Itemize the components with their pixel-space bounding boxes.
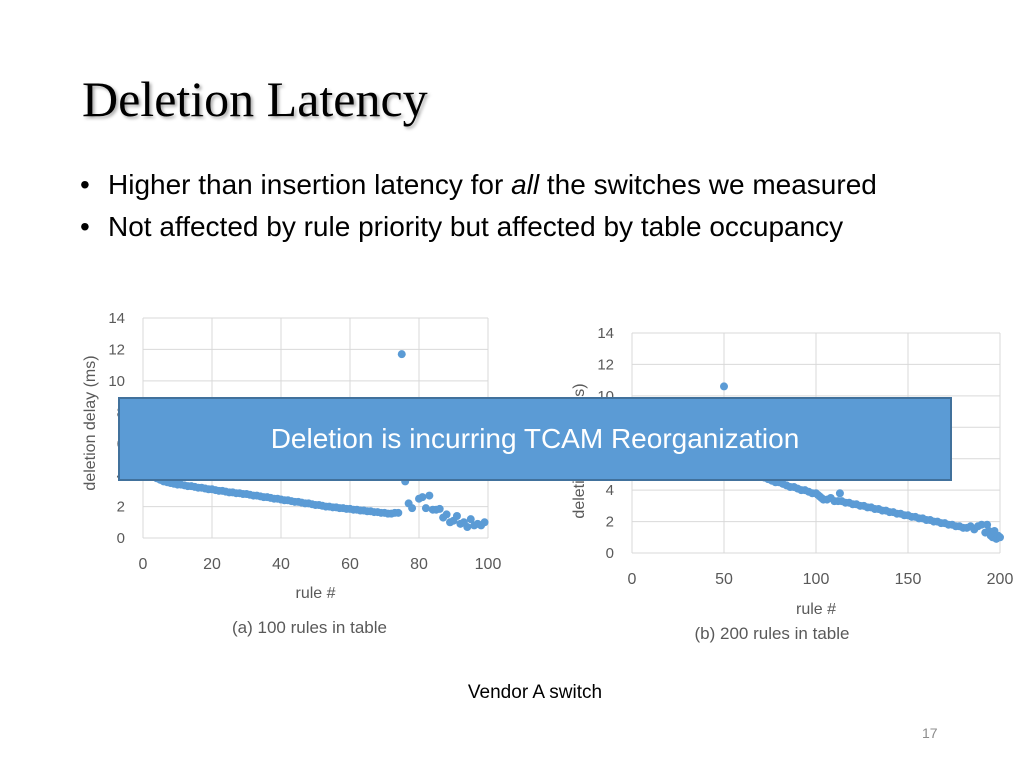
x-tick-label: 0: [628, 571, 637, 588]
data-point: [463, 523, 472, 531]
x-tick-label: 60: [341, 556, 359, 573]
data-point: [452, 512, 461, 520]
data-point: [720, 382, 728, 391]
x-tick-label: 150: [895, 571, 922, 588]
bullet-dot-icon: •: [80, 211, 90, 242]
data-point: [977, 520, 986, 529]
x-tick-label: 50: [715, 571, 733, 588]
y-tick-label: 12: [597, 356, 614, 373]
y-tick-label: 4: [606, 482, 614, 499]
x-axis-label: rule #: [295, 585, 335, 602]
x-axis-label: rule #: [796, 601, 836, 618]
data-point: [480, 518, 489, 527]
x-tick-label: 80: [410, 556, 428, 573]
chart-caption: (a) 100 rules in table: [232, 618, 387, 637]
y-tick-label: 10: [108, 373, 125, 390]
data-point: [466, 515, 475, 524]
y-tick-label: 14: [108, 310, 125, 327]
x-tick-label: 100: [475, 556, 502, 573]
y-tick-label: 0: [117, 530, 125, 547]
footer-caption: Vendor A switch: [467, 682, 603, 703]
y-tick-label: 2: [606, 514, 614, 531]
bullet-item: • Higher than insertion latency for all t…: [80, 170, 980, 200]
data-point: [425, 491, 434, 500]
bullet-text: Not affected by rule priority but affect…: [108, 211, 844, 242]
bullet-text-continued: the switches we measured: [539, 169, 877, 200]
data-point: [394, 508, 403, 517]
bullet-dot-icon: •: [80, 169, 90, 200]
x-tick-label: 40: [272, 556, 290, 573]
chart-b: 02468101214050100150200rule #deletion de…: [571, 325, 1014, 643]
bullet-list: • Higher than insertion latency for all t…: [80, 170, 980, 242]
y-tick-label: 12: [108, 341, 125, 358]
callout-box: Deletion is incurring TCAM Reorganizatio…: [118, 397, 952, 481]
y-tick-label: 0: [606, 545, 614, 562]
data-point: [983, 520, 992, 529]
y-axis-label: deletion delay (ms): [82, 355, 99, 490]
bullet-text: Higher than insertion latency for: [108, 169, 512, 200]
data-point: [397, 350, 406, 359]
data-point: [408, 504, 417, 513]
page-title: Deletion Latency: [82, 71, 428, 127]
page-number: 17: [922, 725, 938, 741]
y-tick-label: 14: [597, 325, 614, 342]
x-tick-label: 100: [803, 571, 830, 588]
bullet-item: • Not affected by rule priority but affec…: [80, 212, 980, 242]
chart-caption: (b) 200 rules in table: [695, 624, 850, 643]
x-tick-label: 0: [139, 556, 148, 573]
y-tick-label: 2: [117, 499, 125, 516]
data-point: [418, 493, 427, 502]
data-point: [442, 510, 451, 519]
data-point: [996, 533, 1004, 542]
data-point: [435, 504, 444, 513]
x-tick-label: 20: [203, 556, 221, 573]
callout-text: Deletion is incurring TCAM Reorganizatio…: [270, 423, 800, 454]
data-point: [835, 489, 844, 498]
x-tick-label: 200: [987, 571, 1014, 588]
data-point: [421, 504, 430, 513]
bullet-emphasis: all: [511, 169, 540, 200]
